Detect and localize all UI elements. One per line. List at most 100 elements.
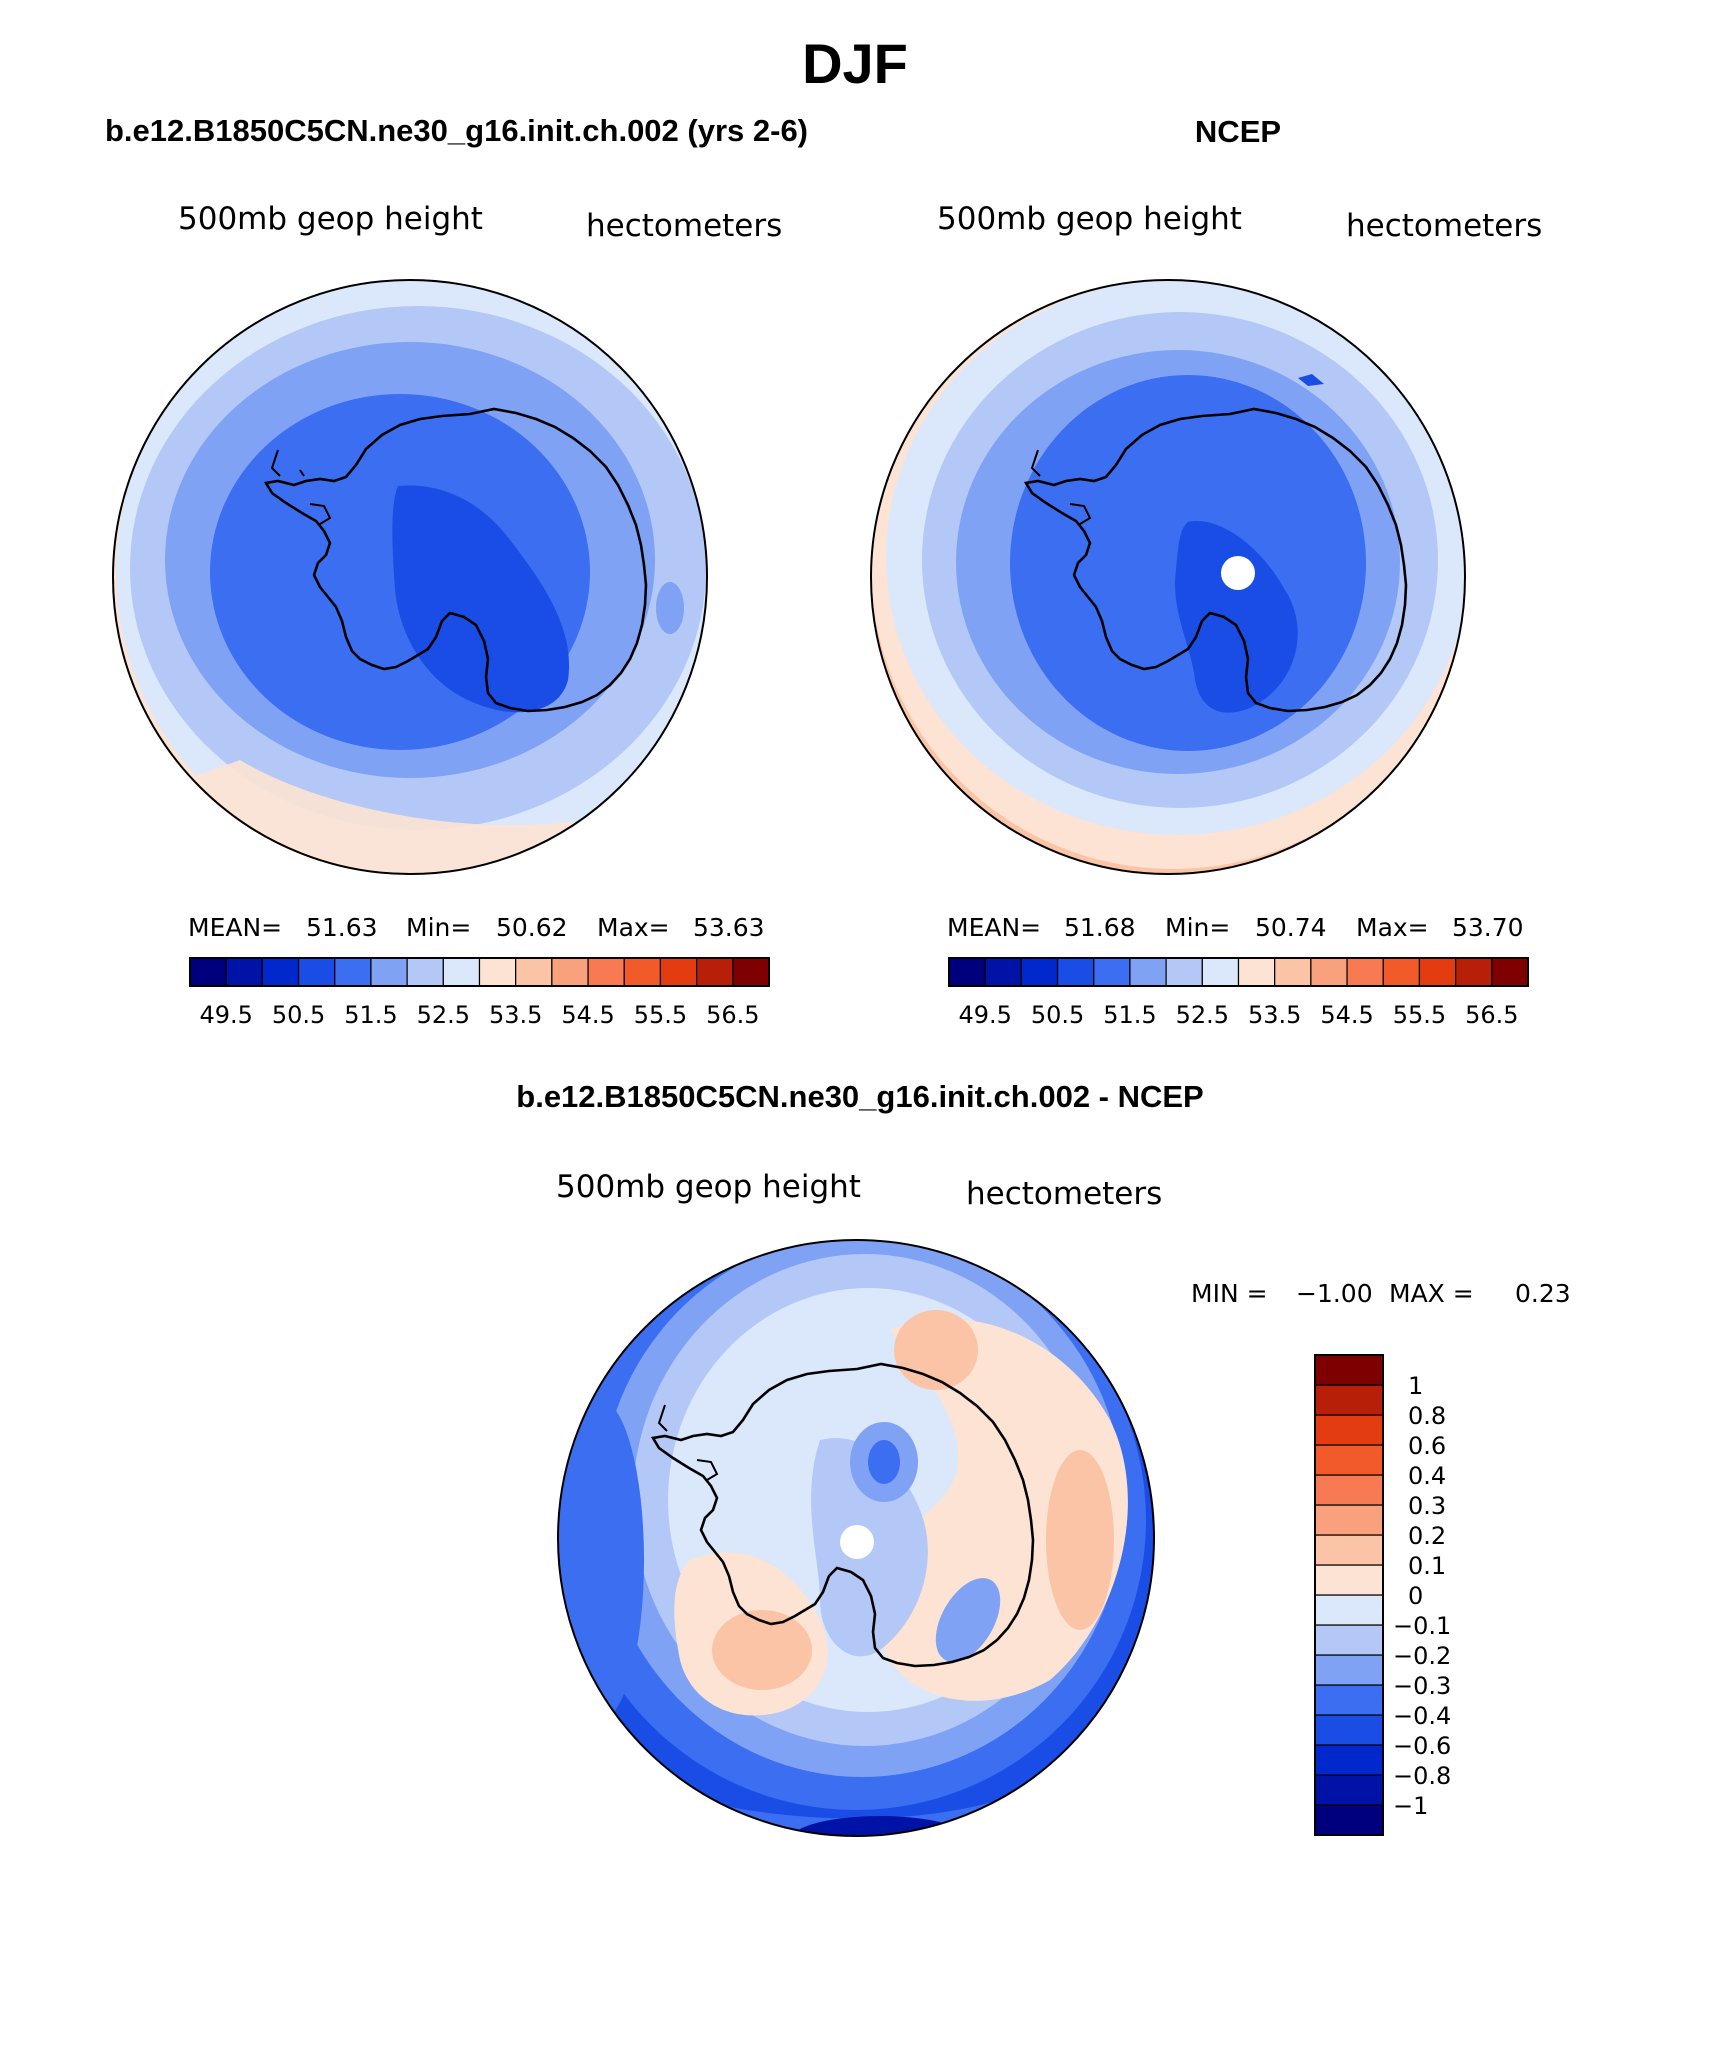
colorbar-diff-tick-label: 0.1: [1408, 1552, 1446, 1580]
panel-obs-title: NCEP: [1195, 114, 1281, 149]
colorbar-obs-frame: [948, 957, 1529, 987]
colorbar-model-tick-label: 50.5: [272, 1001, 325, 1029]
panel-obs-variable: 500mb geop height: [937, 201, 1242, 237]
colorbar-diff-swatch: [1314, 1624, 1384, 1656]
colorbar-diff-tick-label: 0.3: [1408, 1492, 1446, 1520]
map-obs: [871, 280, 1465, 874]
colorbar-diff-tick-label: −0.4: [1393, 1702, 1451, 1730]
panel-diff-min: −1.00: [1296, 1279, 1373, 1308]
colorbar-model-swatch: [334, 957, 372, 987]
colorbar-obs-swatch: [1056, 957, 1095, 987]
colorbar-diff-tick-label: −0.1: [1393, 1612, 1451, 1640]
colorbar-obs-swatch: [1201, 957, 1240, 987]
colorbar-diff: 10.80.60.40.30.20.10−0.1−0.2−0.3−0.4−0.6…: [1314, 1354, 1451, 1836]
panel-model-mean-label: MEAN=: [188, 913, 282, 942]
map-model-border: [112, 279, 708, 875]
pole-hole-obs: [1221, 556, 1255, 590]
colorbar-obs-swatch: [1093, 957, 1131, 987]
colorbar-obs-swatch: [1491, 957, 1529, 987]
panel-model-min: 50.62: [496, 913, 568, 942]
colorbar-model-swatch: [370, 957, 408, 987]
panel-diff-min-label: MIN =: [1191, 1279, 1268, 1308]
colorbar-diff-tick-label: −1: [1393, 1792, 1428, 1820]
colorbar-model-tick-label: 54.5: [561, 1001, 614, 1029]
colorbar-model-frame: [189, 957, 770, 987]
panel-model-variable: 500mb geop height: [178, 201, 483, 237]
colorbar-obs-tick-label: 53.5: [1248, 1001, 1301, 1029]
map-model: [113, 280, 707, 874]
colorbar-diff-swatch: [1314, 1684, 1384, 1716]
colorbar-model-swatch: [587, 957, 625, 987]
colorbar-model-swatch: [189, 957, 227, 987]
colorbar-obs-swatch: [1310, 957, 1348, 987]
colorbar-diff-swatch: [1314, 1744, 1384, 1776]
colorbar-model-swatch: [515, 957, 553, 987]
colorbar-obs-swatch: [1237, 957, 1276, 987]
map-diff: [558, 1240, 1154, 1836]
colorbar-diff-tick-label: 0.2: [1408, 1522, 1446, 1550]
panel-diff-variable: 500mb geop height: [556, 1169, 861, 1205]
colorbar-obs-swatch: [1020, 957, 1059, 987]
panel-obs-mean-label: MEAN=: [947, 913, 1041, 942]
colorbar-diff-tick-label: −0.6: [1393, 1732, 1451, 1760]
panel-obs: NCEP 500mb geop height hectometers MEAN=…: [870, 114, 1542, 1029]
colorbar-model-swatch: [659, 957, 698, 987]
colorbar-diff-tick-label: −0.2: [1393, 1642, 1451, 1670]
peninsula-islands-diff: [657, 1404, 719, 1481]
colorbar-diff-swatch: [1314, 1354, 1384, 1386]
colorbar-obs-swatch: [1165, 957, 1203, 987]
colorbar-diff-swatch: [1314, 1594, 1384, 1626]
panel-model-max-label: Max=: [597, 913, 670, 942]
colorbar-model-tick-label: 56.5: [706, 1001, 759, 1029]
colorbar-obs-swatch: [1382, 957, 1421, 987]
colorbar-model-swatch: [261, 957, 300, 987]
colorbar-diff-tick-label: −0.8: [1393, 1762, 1451, 1790]
colorbar-model: 49.5 50.5 51.5 52.5 53.5 54.5 55.5 56.5: [189, 957, 770, 1029]
colorbar-obs-swatch: [1129, 957, 1167, 987]
pole-hole-diff: [840, 1525, 874, 1559]
colorbar-model-swatch: [623, 957, 662, 987]
colorbar-model-tick-label: 51.5: [344, 1001, 397, 1029]
peninsula-islands-obs: [1030, 449, 1092, 525]
colorbar-diff-swatch: [1314, 1474, 1384, 1506]
colorbar-model-swatch: [225, 957, 263, 987]
colorbar-model-swatch: [442, 957, 481, 987]
colorbar-obs-tick-label: 56.5: [1465, 1001, 1518, 1029]
colorbar-model-swatch: [732, 957, 770, 987]
panel-obs-mean: 51.68: [1064, 913, 1136, 942]
colorbar-diff-swatch: [1314, 1534, 1384, 1566]
panel-obs-max-label: Max=: [1356, 913, 1429, 942]
colorbar-diff-swatch: [1314, 1714, 1384, 1746]
colorbar-diff-swatch: [1314, 1504, 1384, 1536]
colorbar-model-swatch: [478, 957, 517, 987]
colorbar-obs-swatch: [1274, 957, 1312, 987]
colorbar-obs-swatch: [1346, 957, 1384, 987]
colorbar-obs-tick-label: 51.5: [1103, 1001, 1156, 1029]
colorbar-model-tick-label: 49.5: [199, 1001, 252, 1029]
colorbar-obs-tick-label: 50.5: [1031, 1001, 1084, 1029]
colorbar-obs-swatch: [1418, 957, 1457, 987]
panel-model-units: hectometers: [586, 208, 782, 244]
panel-model-title: b.e12.B1850C5CN.ne30_g16.init.ch.002 (yr…: [105, 113, 808, 148]
colorbar-diff-swatch: [1314, 1654, 1384, 1686]
colorbar-diff-tick-label: 0: [1408, 1582, 1423, 1610]
colorbar-obs: 49.5 50.5 51.5 52.5 53.5 54.5 55.5 56.5: [948, 957, 1529, 1029]
colorbar-diff-tick-label: 0.8: [1408, 1402, 1446, 1430]
colorbar-diff-swatch: [1314, 1564, 1384, 1596]
colorbar-diff-swatch: [1314, 1384, 1384, 1416]
colorbar-diff-tick-label: −0.3: [1393, 1672, 1451, 1700]
colorbar-model-swatch: [406, 957, 444, 987]
peninsula-islands-model: [270, 449, 332, 525]
colorbar-model-swatch: [551, 957, 589, 987]
colorbar-obs-swatch: [948, 957, 986, 987]
colorbar-obs-tick-label: 55.5: [1393, 1001, 1446, 1029]
panel-obs-max: 53.70: [1452, 913, 1524, 942]
colorbar-obs-swatch: [984, 957, 1022, 987]
colorbar-diff-frame: [1314, 1354, 1384, 1836]
colorbar-diff-swatch: [1314, 1804, 1384, 1836]
colorbar-model-swatch: [297, 957, 336, 987]
panel-diff-title: b.e12.B1850C5CN.ne30_g16.init.ch.002 - N…: [516, 1079, 1203, 1114]
panel-obs-units: hectometers: [1346, 208, 1542, 244]
colorbar-model-tick-label: 53.5: [489, 1001, 542, 1029]
